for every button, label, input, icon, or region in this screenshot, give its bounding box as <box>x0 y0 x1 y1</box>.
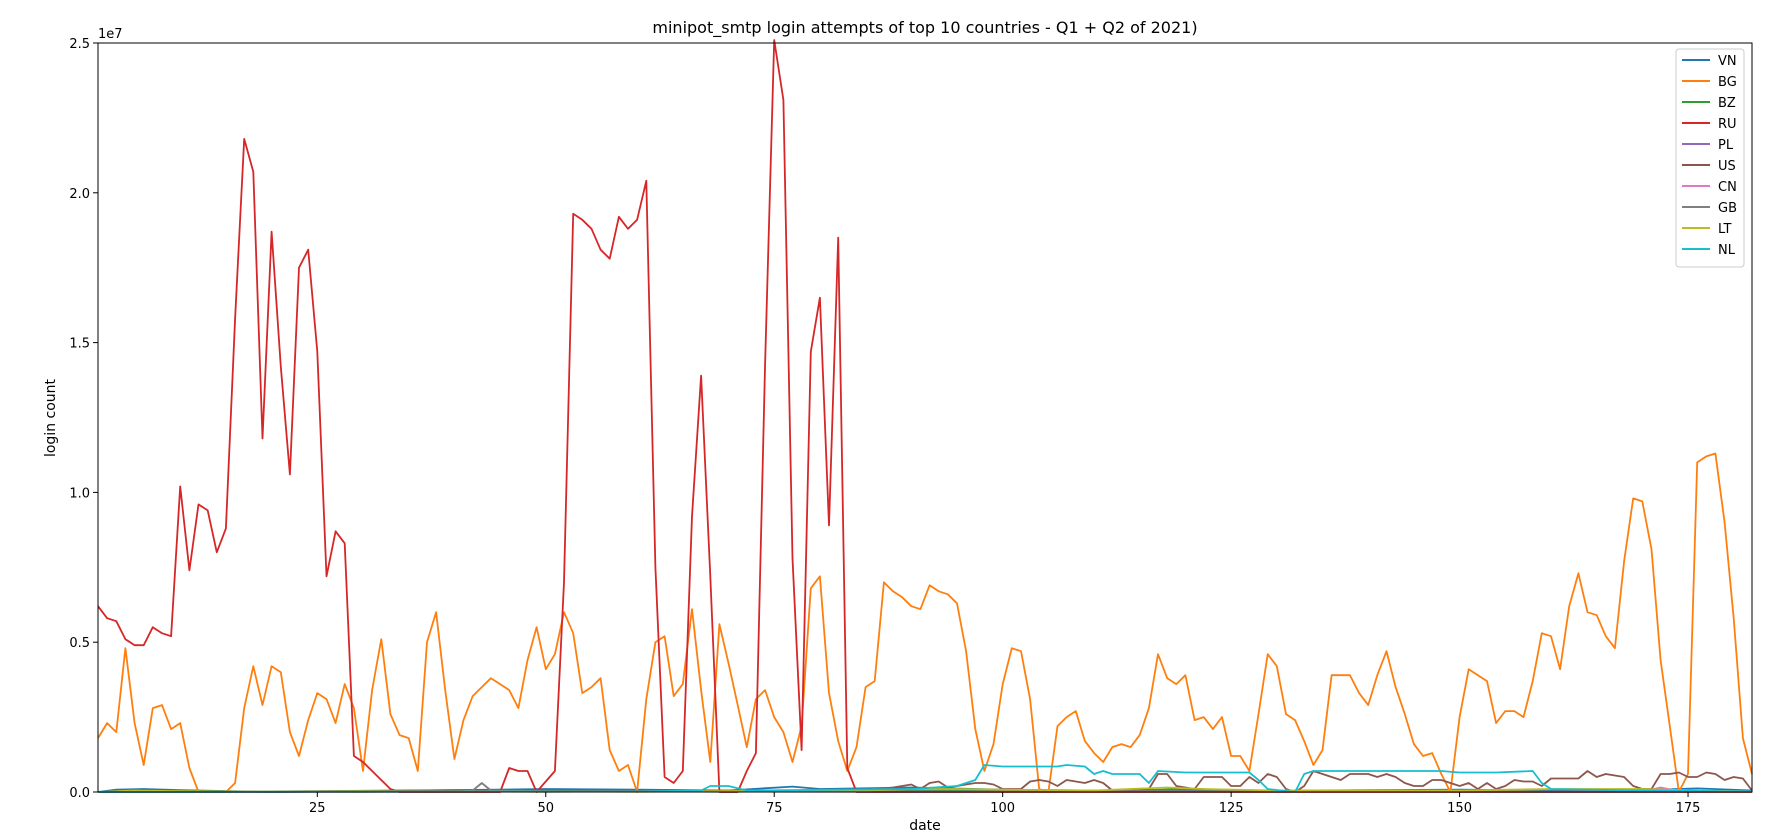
legend-label-gb: GB <box>1718 201 1737 216</box>
x-tick-label: 50 <box>537 801 554 816</box>
y-offset-text: 1e7 <box>98 27 123 42</box>
x-axis: 25 50 75 100 125 150 175 <box>309 792 1700 816</box>
x-axis-label: date <box>909 818 941 834</box>
legend-label-lt: LT <box>1718 222 1731 237</box>
y-tick-label: 0.5 <box>69 636 90 651</box>
x-tick-label: 175 <box>1676 801 1701 816</box>
series-line-bg <box>97 452 1753 793</box>
series-line-nl <box>97 764 1753 793</box>
x-tick-label: 125 <box>1219 801 1244 816</box>
x-tick-label: 75 <box>766 801 783 816</box>
x-tick-label: 25 <box>309 801 326 816</box>
series-line-us <box>97 770 1753 793</box>
x-tick-label: 150 <box>1447 801 1472 816</box>
legend-box <box>1675 48 1745 268</box>
y-tick-label: 1.0 <box>69 486 90 501</box>
legend-label-bz: BZ <box>1718 96 1736 111</box>
y-axis-label: login count <box>43 378 59 457</box>
y-tick-label: 2.5 <box>69 37 90 52</box>
series-line-ru <box>97 39 1752 793</box>
y-tick-label: 2.0 <box>69 187 90 202</box>
legend-label-cn: CN <box>1718 180 1737 195</box>
legend: VN BG BZ RU PL US CN GB LT NL <box>1675 48 1745 268</box>
x-tick-label: 100 <box>990 801 1015 816</box>
legend-label-bg: BG <box>1718 75 1737 90</box>
plot-frame <box>97 42 1753 793</box>
y-tick-label: 1.5 <box>69 337 90 352</box>
legend-label-vn: VN <box>1718 54 1737 69</box>
legend-label-nl: NL <box>1718 243 1736 258</box>
y-axis: 0.0 0.5 1.0 1.5 2.0 2.5 <box>69 37 98 801</box>
legend-label-ru: RU <box>1718 117 1737 132</box>
y-tick-label: 0.0 <box>69 786 90 801</box>
legend-label-pl: PL <box>1718 138 1734 153</box>
chart-title: minipot_smtp login attempts of top 10 co… <box>652 18 1197 38</box>
legend-label-us: US <box>1718 159 1736 174</box>
